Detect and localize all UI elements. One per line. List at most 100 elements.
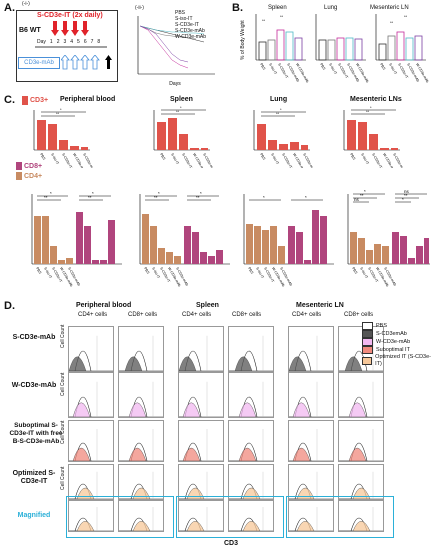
svg-text:**: ** [390,20,394,25]
svg-text:**: ** [196,195,200,200]
svg-text:*: * [60,107,62,112]
svg-text:*: * [402,197,404,202]
svg-text:S-iso-IT: S-iso-IT [170,153,180,166]
histogram-r3-c0 [68,464,114,500]
histogram-r3-c1 [118,464,164,500]
svg-text:**: ** [404,14,408,19]
svg-text:*: * [263,195,265,200]
histogram-grid [66,320,392,536]
svg-text:**: ** [176,109,180,114]
svg-text:PBS: PBS [351,267,358,276]
svg-text:*: * [370,106,372,110]
svg-text:ns: ns [354,197,360,202]
c-title-mln: Mesenteric LNs [350,96,402,103]
histogram-r1-c3 [228,372,274,418]
day-8: 8 [97,39,101,45]
legend-scd3emab-swatch [362,330,373,338]
cd3-key: CD3+ [22,96,48,105]
day-2: 2 [56,39,60,45]
mouse-label: B6 WT [19,27,41,34]
svg-text:S-CD3e-IT: S-CD3e-IT [371,153,383,169]
magnified-box-blood [66,496,174,538]
d-row-magnified: Magnified [17,512,51,519]
histogram-r2-c4 [288,420,334,462]
svg-text:*: * [50,191,52,196]
histogram-r4-c1 [118,500,164,532]
svg-text:S-CD3e-IT: S-CD3e-IT [181,153,193,169]
d-col-mln: Mesenteric LN [296,302,344,309]
magnified-box-spleen [176,496,284,538]
d-row-scd3emab: S-CD3e-mAb [12,334,56,341]
cd3-bar-charts: *** *** *** *** PBS S-iso-IT S-CD3e-IT W-CD… [33,106,406,169]
cd3-swatch [22,96,28,105]
c-title-lung: Lung [270,96,288,103]
legend-wcd3emab-label: W-CD3e-mAb [376,338,411,345]
svg-text:S-iso-IT: S-iso-IT [388,63,398,76]
histogram-r3-c4 [288,464,334,500]
c-title-blood: Peripheral blood [60,96,116,103]
d-sub-cd8-1: CD8+ cells [128,312,158,318]
histogram-r2-c1 [118,420,164,462]
d-row-wcd3emab: W-CD3e-mAb [11,382,57,389]
d-legend: PBS S-CD3emAb W-CD3e-mAb Suboptimal IT O… [362,322,432,368]
svg-text:PBS: PBS [259,63,266,72]
panel-a-sub-i: (-i-) [22,1,30,7]
cd8-label: CD8+ [24,162,43,170]
body-weight-chart: Days [137,16,215,87]
bw-legend-scd3eit: S-CD3e-IT [175,22,199,28]
day-1: 1 [49,39,53,45]
organ-weight-charts: **** **** PBS S-iso-IT S-CD3e-IT S-CD3e-… [255,14,429,83]
d-sub-cd4-1: CD4+ cells [78,312,108,318]
svg-text:PBS: PBS [259,153,266,162]
svg-text:**: ** [88,195,92,200]
treatment-label: S-CD3e-IT (2x daily) [37,12,103,19]
day-7: 7 [90,39,94,45]
svg-text:**: ** [56,111,60,116]
histogram-r3-c5 [338,464,384,500]
histogram-r4-c2 [178,500,224,532]
svg-text:*: * [158,191,160,196]
svg-text:*: * [92,191,94,196]
svg-text:**: ** [276,111,280,116]
d-col-spleen: Spleen [196,302,219,309]
legend-suboptimal-label: Suboptimal IT [376,346,410,353]
legend-wcd3emab-swatch [362,338,373,346]
histogram-r4-c3 [228,500,274,532]
histogram-r0-c3 [228,326,274,372]
svg-text:PBS: PBS [379,63,386,72]
cd4-label: CD4+ [24,172,43,180]
organ-spleen: Spleen [268,5,287,11]
cd8-cd4-key: CD8+ CD4+ [16,162,42,180]
legend-suboptimal-swatch [362,346,373,354]
schedule-box: B6 WT S-CD3e-IT (2x daily) Day 1 2 3 4 5… [16,10,118,82]
svg-text:S-iso-IT: S-iso-IT [50,153,60,166]
svg-text:Days: Days [169,81,181,87]
legend-scd3emab-label: S-CD3emAb [376,330,407,337]
svg-text:**: ** [262,18,266,23]
svg-text:*: * [364,189,366,194]
d-col-blood: Peripheral blood [76,302,132,309]
svg-text:**: ** [280,14,284,19]
histogram-r2-c0 [68,420,114,462]
svg-text:**: ** [360,193,364,198]
histogram-r4-c4 [288,500,334,532]
svg-text:*: * [305,195,307,200]
histogram-r1-c1 [118,372,164,418]
legend-pbs: PBS [362,322,432,330]
svg-text:S-iso-IT: S-iso-IT [255,267,265,280]
legend-optimized: Optimized IT (S-CD3e-IT) [362,354,432,368]
day-3: 3 [63,39,67,45]
svg-text:PBS: PBS [159,153,166,162]
svg-text:**: ** [154,195,158,200]
bw-legend-scd3emab: S-CD3e-mAb [175,28,205,34]
d-row-optimized: Optimized S-CD3e-IT [12,470,56,485]
legend-wcd3emab: W-CD3e-mAb [362,338,432,346]
histogram-r4-c0 [68,500,114,532]
histogram-r0-c5 [338,326,384,372]
histogram-r0-c2 [178,326,224,372]
organ-lung: Lung [324,5,338,11]
svg-text:S-CD3e-IT: S-CD3e-IT [281,153,293,169]
d-sub-cd4-3: CD4+ cells [292,312,322,318]
c-title-spleen: Spleen [170,96,193,103]
panel-a-sub-ii: (-ii-) [135,5,144,11]
